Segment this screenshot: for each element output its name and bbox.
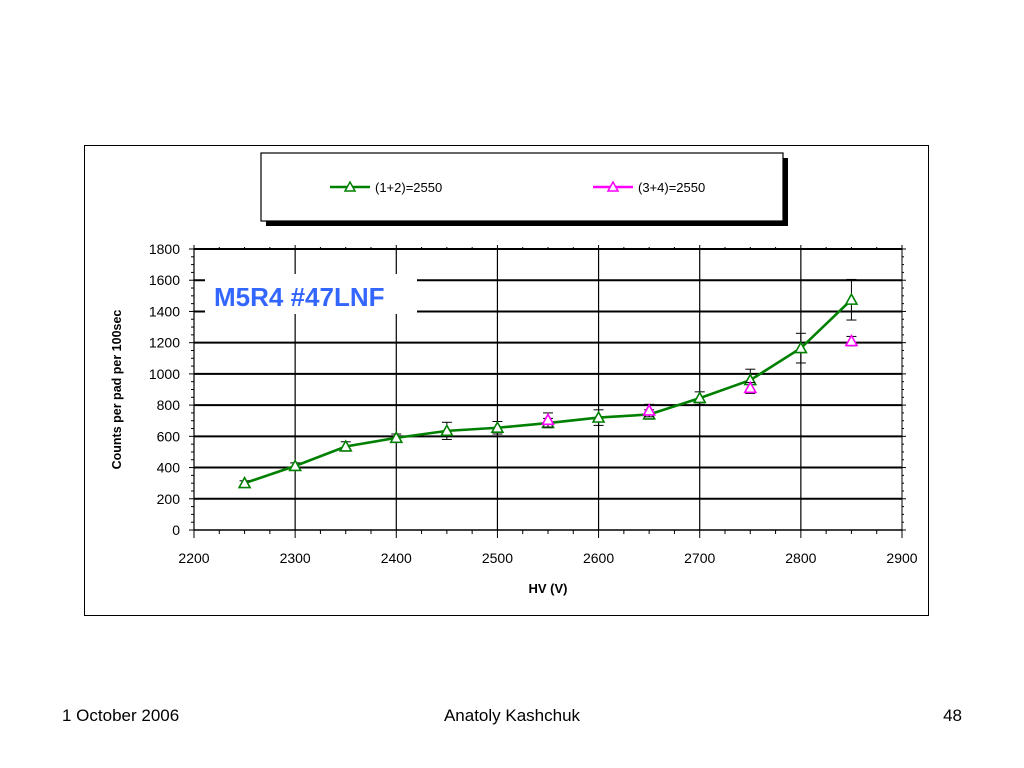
x-tick-label: 2400 (381, 550, 412, 566)
labels: 0 200 400 600 800 1000 1200 1400 1600 1800 2200 230… (110, 241, 918, 596)
data-point (288, 458, 303, 472)
y-axis-title: Counts per pad per 100sec (110, 310, 124, 470)
y-tick-label: 1400 (149, 303, 180, 319)
legend-label: (1+2)=2550 (375, 180, 442, 195)
y-tick-label: 1000 (149, 366, 180, 382)
data-point (237, 476, 252, 489)
footer-page-number: 48 (943, 706, 962, 725)
y-tick-label: 200 (157, 491, 181, 507)
x-tick-label: 2900 (886, 550, 917, 566)
data-point (439, 423, 454, 437)
y-tick-label: 1200 (149, 335, 180, 351)
chart-frame: (1+2)=2550 (3+4)=2550 0 200 400 600 800 1000 12… (84, 145, 929, 616)
legend-swatch-marker (343, 180, 357, 192)
y-tick-label: 800 (157, 397, 181, 413)
footer-date: 1 October 2006 (62, 706, 180, 725)
x-axis-title: HV (V) (529, 581, 568, 596)
chart-svg: (1+2)=2550 (3+4)=2550 0 200 400 600 800 1000 12… (110, 152, 918, 596)
data-point (541, 412, 555, 426)
data-point (490, 420, 505, 433)
annotation-background (205, 274, 417, 314)
data-point (591, 410, 606, 423)
data-point (389, 430, 404, 444)
x-tick-label: 2200 (178, 550, 209, 566)
data-point (642, 403, 657, 416)
chart-annotation: M5R4 #47LNF (214, 282, 385, 312)
legend-label: (3+4)=2550 (638, 180, 705, 195)
x-tick-label: 2300 (280, 550, 311, 566)
x-tick-label: 2500 (482, 550, 513, 566)
data-point (692, 390, 707, 404)
x-tick-label: 2800 (785, 550, 816, 566)
x-tick-label: 2600 (583, 550, 614, 566)
data-point (844, 292, 859, 305)
series-line (244, 298, 853, 485)
legend-swatch-marker (606, 180, 620, 192)
series-layer (237, 278, 859, 489)
x-tick-label: 2700 (684, 550, 715, 566)
axes (189, 245, 906, 538)
data-point (338, 439, 353, 452)
y-tick-label: 400 (157, 460, 181, 476)
y-tick-label: 0 (172, 522, 180, 538)
y-tick-label: 600 (157, 428, 181, 444)
legend: (1+2)=2550 (3+4)=2550 (260, 152, 788, 226)
y-tick-label: 1600 (149, 272, 180, 288)
y-tick-label: 1800 (149, 241, 180, 257)
data-point (793, 340, 808, 354)
data-point (743, 380, 758, 394)
footer-author: Anatoly Kashchuk (443, 706, 581, 725)
data-point (844, 333, 859, 347)
